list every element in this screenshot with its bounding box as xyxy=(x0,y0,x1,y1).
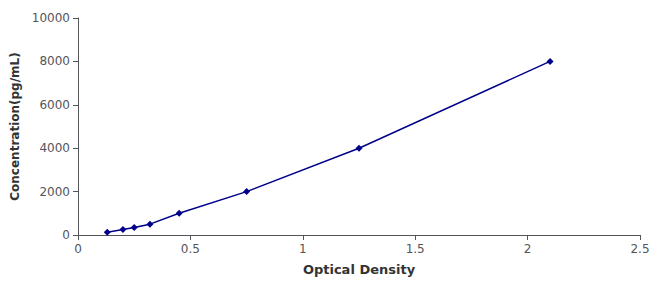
svg-text:2.5: 2.5 xyxy=(630,242,649,256)
svg-text:1.5: 1.5 xyxy=(406,242,425,256)
svg-text:0: 0 xyxy=(74,242,82,256)
svg-text:0: 0 xyxy=(62,228,70,242)
svg-text:4000: 4000 xyxy=(39,141,70,155)
svg-text:8000: 8000 xyxy=(39,54,70,68)
svg-text:6000: 6000 xyxy=(39,98,70,112)
svg-text:0.5: 0.5 xyxy=(181,242,200,256)
svg-text:10000: 10000 xyxy=(32,11,70,25)
svg-text:2: 2 xyxy=(524,242,532,256)
svg-text:2000: 2000 xyxy=(39,185,70,199)
svg-text:Optical Density: Optical Density xyxy=(303,262,416,277)
svg-text:1: 1 xyxy=(299,242,307,256)
svg-text:Concentration(pg/mL): Concentration(pg/mL) xyxy=(8,52,22,200)
